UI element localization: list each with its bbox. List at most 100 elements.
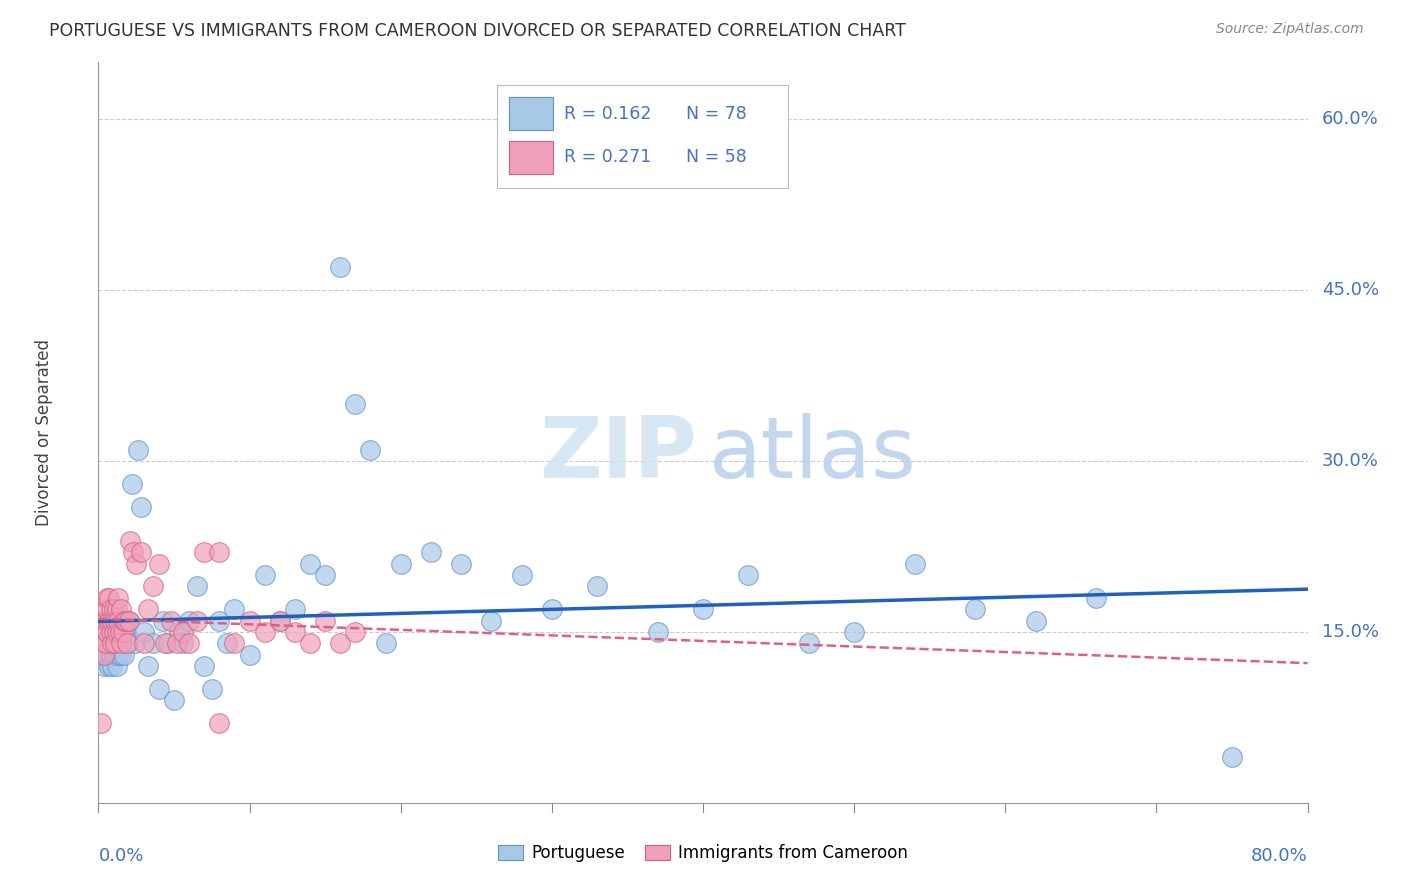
- Point: [96, 591, 118, 605]
- Text: 60.0%: 60.0%: [1322, 111, 1379, 128]
- Point: [148, 681, 170, 696]
- Point: [124, 636, 146, 650]
- Point: [360, 442, 382, 457]
- Point: [239, 614, 262, 628]
- Point: [172, 624, 194, 639]
- Point: [100, 602, 122, 616]
- Point: [208, 545, 231, 559]
- Point: [93, 659, 115, 673]
- Point: [160, 614, 183, 628]
- Point: [93, 624, 115, 639]
- Point: [201, 681, 224, 696]
- Point: [692, 602, 714, 616]
- Point: [118, 614, 141, 628]
- Point: [115, 636, 138, 650]
- Point: [107, 591, 129, 605]
- Point: [193, 545, 215, 559]
- Point: [344, 624, 367, 639]
- Point: [299, 636, 322, 650]
- Point: [510, 568, 533, 582]
- Point: [114, 624, 136, 639]
- Text: 0.0%: 0.0%: [98, 847, 143, 865]
- Point: [111, 636, 134, 650]
- Point: [136, 602, 159, 616]
- Point: [108, 624, 131, 639]
- Point: [105, 602, 128, 616]
- Point: [107, 614, 129, 628]
- Point: [90, 716, 112, 731]
- Point: [110, 602, 132, 616]
- Point: [103, 648, 125, 662]
- Point: [269, 614, 291, 628]
- Point: [163, 693, 186, 707]
- Point: [142, 579, 165, 593]
- Legend: Portuguese, Immigrants from Cameroon: Portuguese, Immigrants from Cameroon: [491, 838, 915, 869]
- Point: [98, 614, 121, 628]
- Point: [179, 614, 201, 628]
- Point: [299, 557, 322, 571]
- Text: 80.0%: 80.0%: [1251, 847, 1308, 865]
- Point: [91, 614, 114, 628]
- Text: Source: ZipAtlas.com: Source: ZipAtlas.com: [1216, 22, 1364, 37]
- Point: [167, 624, 190, 639]
- Point: [94, 614, 117, 628]
- Point: [100, 624, 122, 639]
- Text: 15.0%: 15.0%: [1322, 623, 1379, 641]
- Point: [132, 624, 155, 639]
- Point: [105, 624, 128, 639]
- Point: [104, 636, 127, 650]
- Point: [329, 260, 352, 275]
- Point: [104, 636, 127, 650]
- Text: atlas: atlas: [709, 413, 917, 496]
- Point: [120, 533, 142, 548]
- Point: [96, 602, 118, 616]
- Point: [224, 636, 246, 650]
- Point: [90, 648, 112, 662]
- Point: [96, 648, 118, 662]
- Point: [118, 614, 141, 628]
- Point: [450, 557, 472, 571]
- Point: [148, 557, 170, 571]
- Point: [284, 602, 307, 616]
- Point: [329, 636, 352, 650]
- Text: 45.0%: 45.0%: [1322, 281, 1379, 299]
- Point: [110, 636, 132, 650]
- Point: [344, 397, 367, 411]
- Point: [179, 636, 201, 650]
- Point: [110, 624, 132, 639]
- Point: [647, 624, 669, 639]
- Point: [98, 591, 121, 605]
- Point: [314, 568, 336, 582]
- Point: [111, 624, 134, 639]
- Point: [208, 716, 231, 731]
- Point: [107, 648, 129, 662]
- Point: [103, 602, 125, 616]
- Point: [96, 624, 118, 639]
- Point: [104, 614, 127, 628]
- Point: [93, 624, 115, 639]
- Point: [844, 624, 866, 639]
- Point: [91, 636, 114, 650]
- Point: [114, 614, 136, 628]
- Point: [94, 636, 117, 650]
- Point: [904, 557, 927, 571]
- Point: [314, 614, 336, 628]
- Point: [110, 648, 132, 662]
- Point: [91, 636, 114, 650]
- Point: [166, 636, 188, 650]
- Point: [420, 545, 443, 559]
- Point: [797, 636, 820, 650]
- Point: [121, 476, 143, 491]
- Point: [125, 557, 148, 571]
- Point: [152, 614, 174, 628]
- Point: [104, 648, 127, 662]
- Point: [1085, 591, 1108, 605]
- Point: [105, 624, 128, 639]
- Point: [186, 579, 208, 593]
- Point: [108, 636, 131, 650]
- Point: [129, 500, 152, 514]
- Point: [1220, 750, 1243, 764]
- Point: [142, 636, 165, 650]
- Point: [101, 636, 124, 650]
- Point: [101, 659, 124, 673]
